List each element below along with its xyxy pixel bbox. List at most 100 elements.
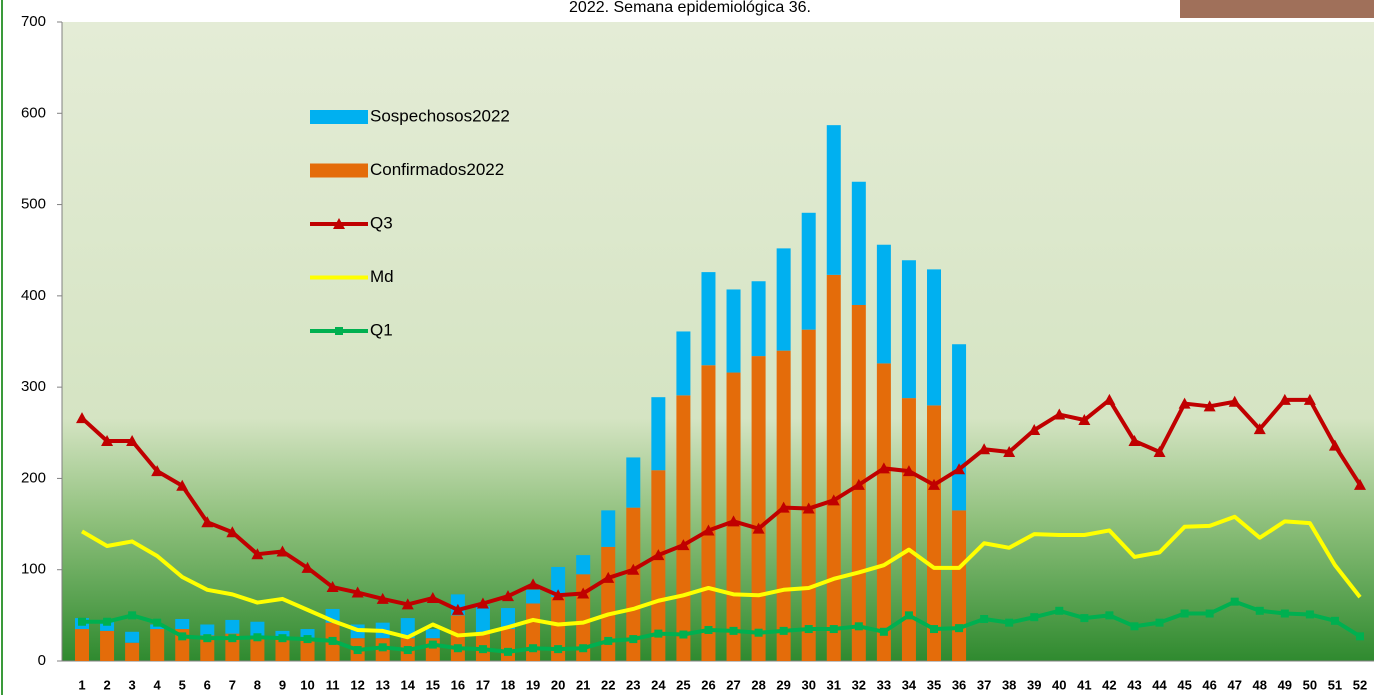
x-tick-label: 26 (701, 677, 715, 692)
bar (300, 640, 315, 661)
x-tick-label: 21 (576, 677, 590, 692)
marker (451, 603, 464, 615)
x-tick-label: 34 (902, 677, 917, 692)
x-tick-label: 32 (852, 677, 866, 692)
marker (151, 465, 164, 477)
marker (955, 624, 964, 633)
marker (126, 435, 139, 447)
marker (301, 561, 314, 573)
marker (78, 617, 86, 626)
bar (100, 630, 115, 661)
bar (551, 597, 566, 661)
x-tick-label: 8 (254, 677, 261, 692)
marker (453, 644, 462, 653)
marker (1356, 632, 1364, 641)
marker (103, 617, 112, 626)
marker (629, 635, 638, 644)
marker (403, 646, 412, 655)
marker (1155, 618, 1164, 627)
bar (275, 638, 290, 661)
bar (851, 181, 866, 305)
bar (300, 629, 315, 641)
bar (952, 344, 967, 511)
bar (551, 566, 566, 598)
marker (1130, 622, 1139, 631)
marker (1078, 414, 1091, 426)
bar (200, 624, 215, 636)
marker (1180, 609, 1189, 618)
marker (1205, 609, 1214, 618)
marker (1253, 423, 1266, 435)
x-tick-label: 35 (927, 677, 941, 692)
bar (826, 274, 841, 661)
x-tick-label: 1 (78, 677, 85, 692)
marker (502, 590, 514, 602)
bar (400, 618, 415, 639)
x-tick-label: 48 (1253, 677, 1267, 692)
marker (478, 645, 487, 654)
marker (677, 539, 690, 551)
bar (676, 331, 691, 396)
marker (902, 465, 915, 477)
marker (378, 643, 387, 652)
bar (601, 510, 616, 547)
bar (876, 363, 891, 661)
x-tick-label: 45 (1177, 677, 1191, 692)
marker (877, 462, 890, 474)
x-tick-label: 16 (451, 677, 465, 692)
x-tick-label: 13 (375, 677, 389, 692)
marker (552, 589, 565, 601)
marker (1280, 609, 1289, 618)
marker (1030, 613, 1039, 622)
marker (228, 634, 237, 643)
x-tick-label: 36 (952, 677, 966, 692)
bar (751, 281, 766, 357)
x-tick-label: 5 (179, 677, 186, 692)
x-tick-label: 9 (279, 677, 286, 692)
x-tick-label: 38 (1002, 677, 1016, 692)
bar (450, 615, 465, 661)
marker (679, 630, 688, 639)
marker (1230, 597, 1239, 606)
bar (801, 329, 816, 661)
marker (930, 625, 938, 634)
marker (1278, 393, 1291, 405)
plot-background (62, 22, 1374, 661)
marker (303, 635, 312, 644)
x-tick-label: 11 (326, 677, 340, 692)
legend-label: Q3 (370, 213, 393, 232)
bar (75, 629, 89, 661)
marker (153, 618, 162, 627)
bar (125, 631, 140, 643)
x-tick-label: 17 (476, 677, 490, 692)
x-tick-label: 50 (1303, 677, 1317, 692)
x-tick-label: 19 (526, 677, 540, 692)
x-tick-label: 20 (551, 677, 565, 692)
marker (602, 571, 615, 583)
x-tick-label: 24 (651, 677, 666, 692)
marker (777, 501, 790, 513)
marker (727, 515, 740, 527)
bar (927, 269, 941, 406)
marker (476, 597, 489, 609)
x-tick-label: 41 (1077, 677, 1091, 692)
x-tick-label: 42 (1102, 677, 1116, 692)
marker (729, 626, 738, 635)
marker (829, 625, 838, 634)
marker (326, 581, 339, 593)
y-tick-label: 500 (21, 196, 46, 213)
bar (626, 507, 641, 661)
bar (576, 555, 591, 575)
marker (401, 598, 414, 610)
marker (654, 629, 663, 638)
bar (475, 606, 490, 634)
x-tick-label: 14 (401, 677, 416, 692)
x-tick-label: 12 (350, 677, 364, 692)
x-tick-label: 31 (827, 677, 841, 692)
marker (527, 578, 540, 590)
marker (251, 548, 264, 560)
legend-swatch (310, 163, 368, 178)
legend-label: Confirmados2022 (370, 160, 504, 179)
line (82, 599, 1362, 654)
